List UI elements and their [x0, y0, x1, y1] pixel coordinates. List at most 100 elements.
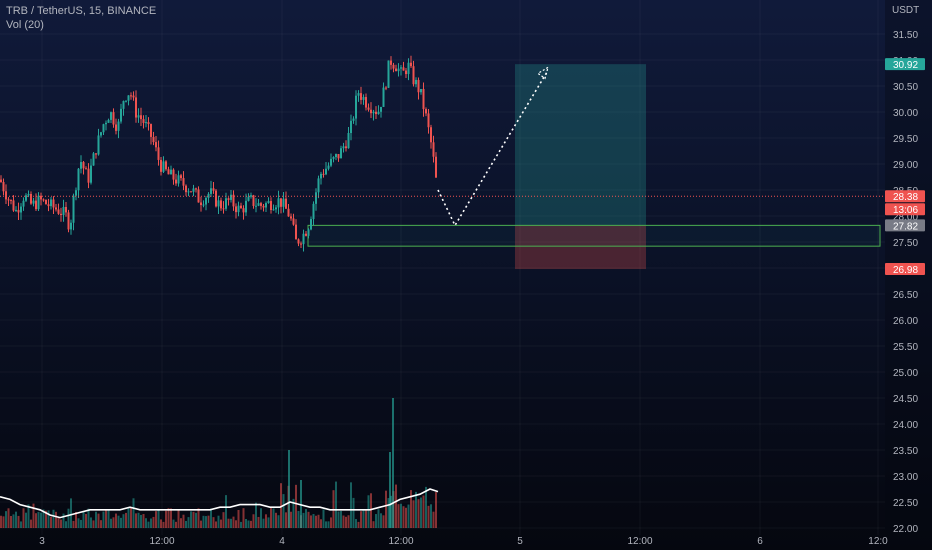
price-tick-label: 30.00 [893, 108, 918, 119]
price-tick-label: 24.00 [893, 420, 918, 431]
candle-body [107, 119, 110, 123]
candle-body [327, 165, 330, 169]
volume-bar [30, 519, 32, 528]
candle-body [135, 97, 137, 118]
volume-bar [377, 509, 380, 528]
candle-body [90, 165, 92, 183]
volume-bar [87, 508, 90, 528]
volume-bar [80, 519, 82, 528]
candle-body [212, 188, 215, 191]
volume-bar [290, 511, 292, 528]
candle-body [250, 195, 252, 197]
volume-bar [32, 503, 35, 528]
volume-bar [255, 502, 257, 528]
candle-body [267, 201, 270, 204]
volume-bar [20, 521, 22, 528]
candle-body [45, 199, 47, 205]
volume-bar [117, 515, 120, 528]
candle-body [337, 154, 340, 159]
candle-body [202, 204, 205, 206]
volume-bar [110, 518, 112, 528]
candle-body [2, 182, 5, 192]
candle-body [215, 190, 217, 207]
volume-bar [137, 512, 140, 528]
candle-body [27, 193, 30, 196]
candle-body [277, 198, 280, 208]
candle-body [12, 200, 15, 211]
volume-bar [252, 514, 255, 528]
volume-bar [422, 495, 425, 528]
candle-body [70, 222, 72, 230]
volume-bar [150, 518, 152, 528]
volume-bar [345, 516, 347, 528]
candle-body [275, 207, 277, 210]
candle-body [30, 193, 32, 204]
candle-body [265, 203, 267, 208]
overlays [0, 66, 885, 228]
volume-bar [215, 521, 217, 528]
candle-body [302, 233, 305, 245]
volume-bar [102, 511, 105, 528]
candle-body [50, 199, 52, 207]
time-tick-label: 12:00 [149, 536, 174, 547]
volume-bar [230, 518, 232, 528]
entry-price-label: 27.82 [893, 221, 918, 232]
candle-body [237, 205, 240, 213]
volume-ma-line [0, 488, 439, 519]
candle-body [137, 115, 140, 118]
candle-body [147, 122, 150, 125]
candle-body [150, 124, 152, 137]
volume-bar [412, 500, 415, 528]
volume-bar [15, 511, 17, 528]
volume-indicator-label[interactable]: Vol (20) [6, 19, 44, 31]
candle-body [245, 200, 247, 213]
volume-bar [272, 508, 275, 528]
volume-bar [180, 518, 182, 528]
candle-body [410, 62, 412, 67]
volume-bar [210, 508, 212, 528]
candle-body [320, 173, 322, 179]
volume-bar [350, 482, 352, 528]
volume-bar [120, 517, 122, 528]
volume-bar [385, 490, 387, 528]
candle-body [125, 100, 127, 102]
price-tick-label: 26.00 [893, 316, 918, 327]
price-tick-label: 22.50 [893, 498, 918, 509]
volume-bar [75, 512, 77, 528]
candle-body [180, 175, 182, 179]
candle-body [62, 207, 65, 216]
price-axis[interactable]: USDT31.5031.0030.5030.0029.5029.0028.502… [885, 0, 932, 550]
candle-body [105, 122, 107, 125]
time-axis[interactable]: 3 12:00 4 12:00 5 12:00 6 12:0 [39, 536, 888, 547]
volume-bar [247, 520, 250, 528]
volume-bar [85, 513, 87, 528]
volume-bar [67, 508, 70, 528]
candle-body [102, 124, 105, 133]
candle-body [0, 179, 2, 183]
candle-body [272, 209, 275, 211]
symbol-title[interactable]: TRB / TetherUS, 15, BINANCE [6, 5, 157, 17]
volume-bar [45, 510, 47, 528]
volume-bar [240, 521, 242, 528]
chart-legend: TRB / TetherUS, 15, BINANCE Vol (20) [6, 4, 156, 32]
volume-bar [127, 508, 130, 528]
candle-body [190, 191, 192, 193]
volume-bar [202, 515, 205, 528]
volume-bar [105, 510, 107, 528]
candle-body [25, 195, 27, 201]
volume-bar [7, 508, 10, 528]
volume-bar [335, 481, 337, 528]
candle-body [85, 168, 87, 170]
volume-bar [65, 521, 67, 528]
candle-body [257, 203, 260, 206]
time-tick-label: 12:0 [868, 536, 888, 547]
candle-body [115, 124, 117, 131]
candle-body [67, 212, 70, 230]
price-tick-label: 22.00 [893, 524, 918, 535]
candle-body [205, 197, 207, 205]
candle-body [15, 209, 17, 211]
volume-bar [410, 490, 412, 528]
volume-bar [77, 518, 80, 528]
